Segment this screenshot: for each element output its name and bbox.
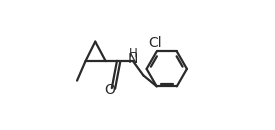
- Text: O: O: [104, 83, 115, 97]
- Text: N: N: [128, 52, 138, 66]
- Text: Cl: Cl: [148, 36, 162, 50]
- Text: H: H: [129, 47, 137, 60]
